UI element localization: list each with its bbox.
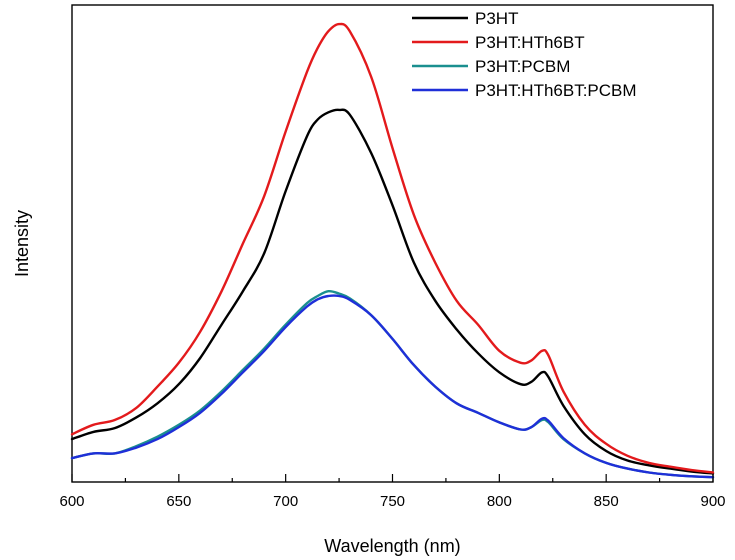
legend: P3HT P3HT:HTh6BT P3HT:PCBM P3HT:HTh6BT:PCBM <box>412 9 637 100</box>
x-tick-label: 750 <box>380 493 405 510</box>
x-tick-label: 700 <box>273 493 298 510</box>
x-axis-ticks: 600 650 700 750 800 850 900 <box>59 474 726 510</box>
legend-label-1: P3HT <box>475 9 518 28</box>
legend-label-4: P3HT:HTh6BT:PCBM <box>475 81 637 100</box>
x-tick-label: 850 <box>594 493 619 510</box>
series-group <box>70 22 715 479</box>
x-tick-label: 600 <box>59 493 84 510</box>
x-tick-label: 900 <box>700 493 725 510</box>
y-axis-title: Intensity <box>12 210 32 277</box>
x-tick-label: 650 <box>166 493 191 510</box>
legend-label-2: P3HT:HTh6BT <box>475 33 585 52</box>
series-line-2 <box>70 22 715 474</box>
series-line-4 <box>70 294 715 479</box>
series-line-1 <box>70 108 715 475</box>
legend-label-3: P3HT:PCBM <box>475 57 570 76</box>
axis-frame <box>71 4 714 483</box>
x-axis-title: Wavelength (nm) <box>324 536 460 556</box>
plot-area <box>70 4 715 483</box>
x-tick-label: 800 <box>487 493 512 510</box>
